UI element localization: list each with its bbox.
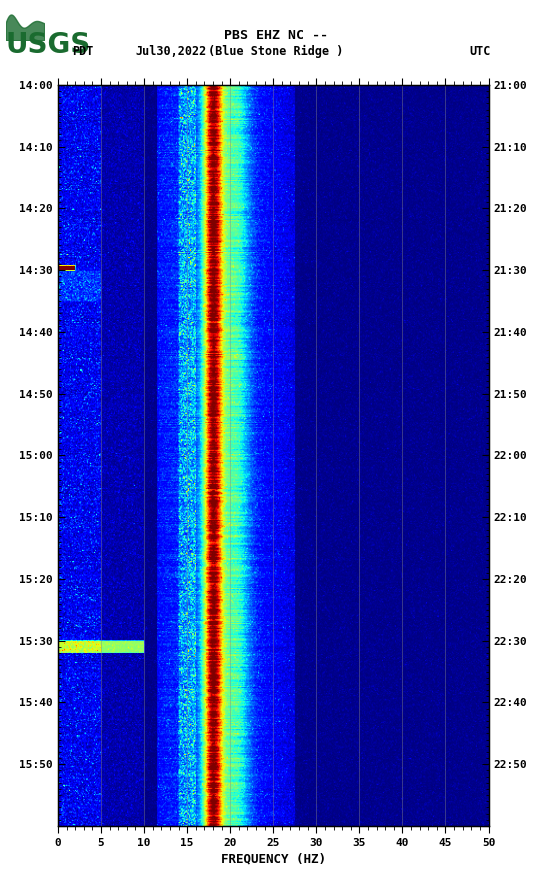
- Text: UTC: UTC: [470, 45, 491, 58]
- Text: PDT: PDT: [72, 45, 93, 58]
- Text: USGS: USGS: [6, 31, 91, 59]
- Text: (Blue Stone Ridge ): (Blue Stone Ridge ): [208, 45, 344, 58]
- Text: Jul30,2022: Jul30,2022: [135, 45, 206, 58]
- X-axis label: FREQUENCY (HZ): FREQUENCY (HZ): [221, 852, 326, 865]
- Text: PBS EHZ NC --: PBS EHZ NC --: [224, 29, 328, 42]
